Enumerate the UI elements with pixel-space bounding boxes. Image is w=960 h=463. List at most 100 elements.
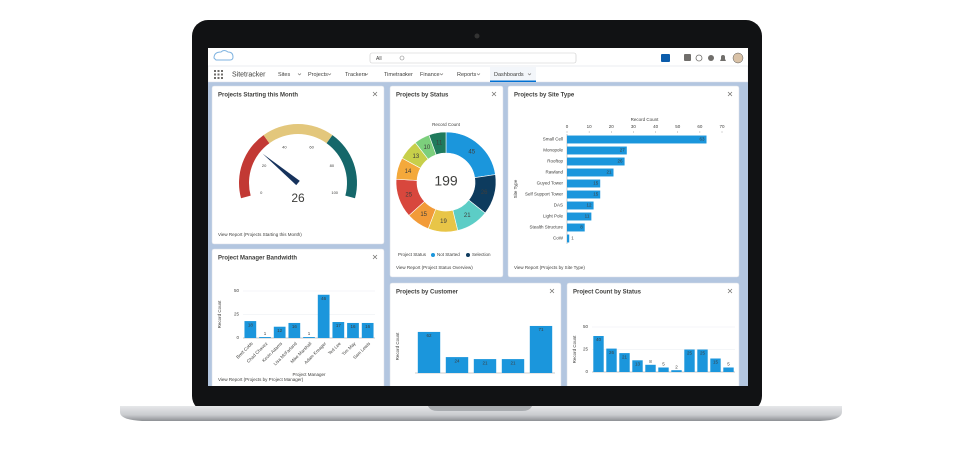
bar-label: 71 [538, 327, 544, 332]
donut-label: 21 [464, 213, 471, 219]
widget-card [566, 282, 740, 386]
bar-label: 12 [277, 328, 283, 333]
nav-item[interactable]: Dashboards [494, 72, 524, 78]
nav-active-tab [490, 67, 536, 82]
x-tick-label: 20 [609, 124, 615, 129]
notification-icon[interactable] [720, 55, 726, 61]
bar [658, 367, 669, 372]
legend-title: Project Status [398, 252, 427, 257]
bar [606, 348, 617, 372]
bar [593, 336, 604, 372]
dashboard-widget: Project Manager Bandwidth Record Count Pro… [211, 248, 385, 386]
bar-label: 26 [609, 350, 615, 355]
legend-swatch [466, 253, 470, 257]
avatar[interactable] [732, 52, 744, 64]
help-icon[interactable] [695, 54, 703, 62]
bar-label: 13 [635, 361, 641, 366]
nav-item[interactable]: Trackers [345, 72, 366, 78]
bar [567, 201, 594, 210]
bar [288, 322, 301, 338]
y-axis-title: Site Type [513, 179, 518, 198]
donut-label: 19 [440, 219, 447, 225]
bar [645, 364, 656, 372]
bar-label: 26 [618, 159, 624, 164]
widget-card [507, 85, 740, 278]
add-icon[interactable] [684, 54, 691, 61]
bar [684, 349, 695, 372]
bar [697, 349, 708, 372]
donut-label: 11 [436, 141, 443, 147]
donut-segment [428, 131, 447, 156]
laptop-base [120, 406, 842, 421]
expand-icon[interactable] [372, 254, 378, 260]
screen: All Sitetracker Sites Projects Trackers Tim… [208, 48, 748, 386]
y-tick-label: Rawland [545, 170, 563, 175]
y-tick-label: CoW [553, 236, 564, 241]
bar [671, 370, 682, 372]
bar-label: 2 [675, 364, 678, 369]
x-axis-title: Record Count [631, 117, 660, 122]
nav-chevron [364, 73, 369, 76]
bar [567, 168, 614, 177]
bar [259, 337, 271, 338]
widget-title: Projects by Site Type [514, 93, 575, 99]
setup-icon[interactable] [708, 55, 714, 61]
gauge-value: 26 [291, 191, 305, 205]
expand-icon[interactable] [491, 91, 497, 97]
bar-label: 25 [687, 351, 693, 356]
gauge-tick-label: 40 [282, 145, 287, 150]
expand-icon[interactable] [549, 288, 555, 294]
y-tick-label: 25 [583, 347, 589, 352]
view-report-link[interactable]: View Report (Projects by Project Manager… [218, 377, 304, 382]
expand-icon[interactable] [372, 91, 378, 97]
nav-chevron [403, 73, 408, 76]
nav-item[interactable]: Reports [457, 72, 477, 78]
bar-label: 16 [365, 324, 371, 329]
legend-label: Not Started [437, 252, 460, 257]
favorites-icon[interactable] [661, 54, 670, 62]
bar [347, 322, 359, 338]
gauge-tick-label: 0 [260, 190, 263, 195]
x-tick-label: 50 [675, 124, 681, 129]
nav-chevron [476, 73, 481, 76]
y-tick-label: 0 [236, 335, 239, 340]
expand-icon[interactable] [727, 91, 733, 97]
x-tick-label: 40 [653, 124, 659, 129]
view-report-link[interactable]: View Report (Projects by Site Type) [514, 265, 585, 270]
bar-label: 62 [426, 333, 432, 338]
nav-item[interactable]: Finance [420, 72, 440, 78]
x-tick-label: 60 [697, 124, 703, 129]
search-box[interactable] [369, 52, 577, 64]
nav-chevron [439, 73, 444, 76]
y-tick-label: DAS [554, 203, 563, 208]
chart-subtitle: Record Count [432, 122, 461, 127]
nav-bar [208, 65, 748, 83]
bar-label: 21 [622, 354, 628, 359]
widget-card [389, 85, 504, 278]
legend-swatch [431, 253, 435, 257]
bar [567, 223, 585, 232]
nav-item[interactable]: Sites [278, 72, 290, 78]
nav-item[interactable]: Projects [308, 72, 328, 78]
search-scope[interactable]: All [376, 56, 382, 62]
legend-label: Selection [472, 252, 491, 257]
nav-item[interactable]: Timetracker [384, 72, 413, 78]
bar [473, 359, 497, 373]
view-report-link[interactable]: View Report (Projects Starting this Mont… [218, 232, 302, 237]
x-tick-label: 70 [719, 124, 725, 129]
bar [710, 358, 721, 372]
widget-card [211, 248, 385, 386]
x-tick-label: 30 [631, 124, 637, 129]
gauge-band [263, 124, 333, 144]
view-report-link[interactable]: View Report (Project Status Overview) [396, 265, 473, 270]
bar [619, 353, 630, 372]
y-axis-title: Record Count [572, 335, 577, 364]
expand-icon[interactable] [727, 288, 733, 294]
app-launcher[interactable] [214, 70, 223, 79]
gauge-tick-label: 80 [330, 163, 335, 168]
bar [567, 157, 625, 166]
nav-active-underline [490, 80, 536, 82]
